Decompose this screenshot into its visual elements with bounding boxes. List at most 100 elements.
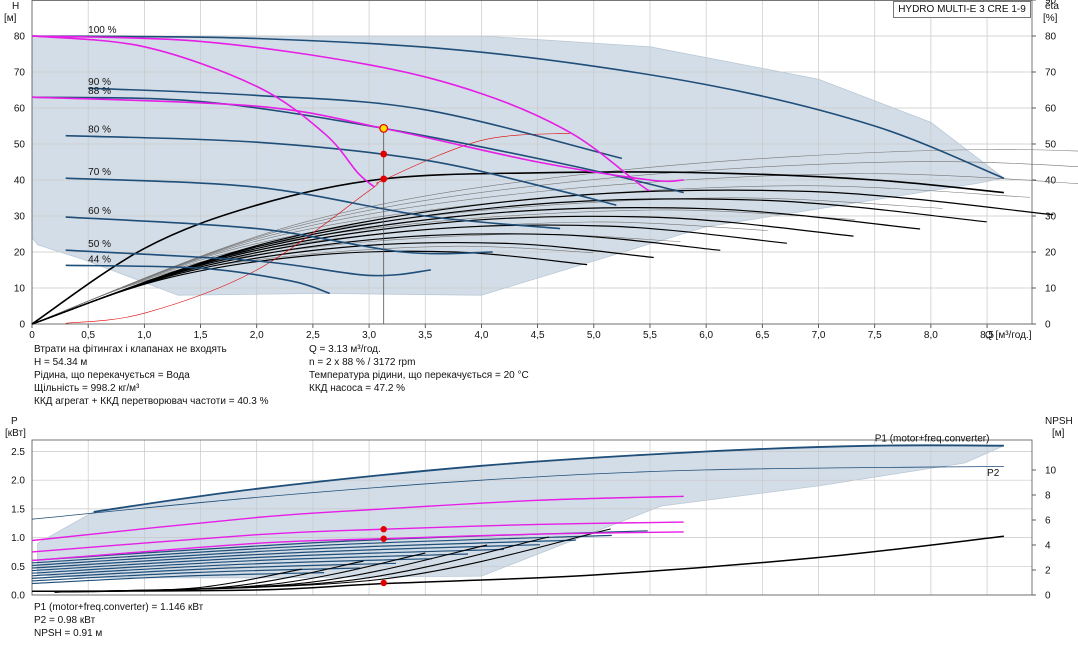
y2-tick-label: 8 xyxy=(1045,491,1051,502)
info-line: Втрати на фітингах і клапанах не входять xyxy=(34,344,227,355)
x-tick-label: 7,0 xyxy=(812,330,826,341)
speed-curve xyxy=(65,249,431,277)
y-tick-label: 70 xyxy=(14,68,26,79)
info-line: P2 = 0.98 кВт xyxy=(34,615,96,626)
y2-tick-label: 6 xyxy=(1045,516,1051,527)
y-tick-label: 0 xyxy=(19,320,25,331)
info-line: ККД насоса = 47.2 % xyxy=(309,383,406,394)
y2-tick-label: 4 xyxy=(1045,541,1051,552)
chart-title: HYDRO MULTI-E 3 CRE 1-9 xyxy=(893,1,1031,18)
head-plot: 0 0,5 1,0 1,5 2,0 2,5 3,0 3,5 4,0 4,5 5,0 5,5 6,0 6,5… xyxy=(14,0,1078,341)
x-tick-label: 0,5 xyxy=(81,330,95,341)
speed-curve-label: 88 % xyxy=(88,86,111,97)
x-axis-label: Q [м³/год.] xyxy=(985,330,1032,341)
bottom-y2-axis-title: NPSH xyxy=(1045,416,1073,427)
x-tick-label: 6,5 xyxy=(755,330,769,341)
top-y-axis-unit: [м] xyxy=(4,13,17,24)
speed-curve xyxy=(65,134,617,206)
power-plot: 0.0 0.5 1.0 1.5 2.0 2.5 0 2 4 6 8 10 P1 (motor+freq.… xyxy=(11,434,1056,602)
x-tick-label: 6,0 xyxy=(699,330,713,341)
y2-tick-label: 30 xyxy=(1045,212,1057,223)
speed-curve xyxy=(65,216,493,255)
power-curve xyxy=(31,572,325,585)
y2-tick-label: 60 xyxy=(1045,104,1057,115)
magenta-curve xyxy=(31,96,684,183)
info-line: NPSH = 0.91 м xyxy=(34,628,103,639)
system-curve xyxy=(65,132,572,324)
power-curve xyxy=(31,562,397,579)
npsh-curve xyxy=(31,535,1004,593)
y-tick-label: 1.0 xyxy=(11,533,25,544)
speed-curve xyxy=(65,264,331,295)
y2-tick-label: 90 xyxy=(1045,0,1057,7)
speed-curve-label: 70 % xyxy=(88,167,111,178)
info-line: Рідина, що перекачується = Вода xyxy=(34,370,190,381)
efficiency-curve-main xyxy=(31,171,1004,325)
y2-tick-label: 0 xyxy=(1045,320,1051,331)
p2-label: P2 xyxy=(987,468,1000,479)
y2-tick-label: 20 xyxy=(1045,248,1057,259)
info-line: Q = 3.13 м³/год. xyxy=(309,344,381,355)
info-line: n = 2 x 88 % / 3172 rpm xyxy=(309,357,416,368)
y-tick-label: 0.5 xyxy=(11,562,25,573)
top-y2-axis-unit: [%] xyxy=(1043,13,1058,24)
duty-point xyxy=(379,123,389,133)
speed-curve xyxy=(88,87,623,160)
y2-tick-label: 80 xyxy=(1045,32,1057,43)
red-point xyxy=(380,175,388,183)
x-tick-label: 5,5 xyxy=(643,330,657,341)
speed-curve-label: 90 % xyxy=(88,77,111,88)
magenta-curve xyxy=(31,35,376,188)
y-tick-label: 50 xyxy=(14,140,26,151)
x-tick-label: 0 xyxy=(29,330,35,341)
power-curve xyxy=(31,548,504,572)
top-y2-axis-title: eta xyxy=(1045,1,1059,12)
speed-curve-label: 100 % xyxy=(88,25,116,36)
speed-curve-label: 44 % xyxy=(88,254,111,265)
efficiency-curve-thin xyxy=(31,209,856,325)
red-point xyxy=(380,150,388,158)
x-tick-label: 8,5 xyxy=(980,330,994,341)
speed-curve-label: 80 % xyxy=(88,125,111,136)
power-curve xyxy=(31,534,612,564)
y-tick-label: 2.5 xyxy=(11,447,25,458)
speed-curve xyxy=(31,35,1005,179)
p2-curve xyxy=(31,466,1004,520)
y2-tick-label: 70 xyxy=(1045,68,1057,79)
info-line: P1 (motor+freq.converter) = 1.146 кВт xyxy=(34,602,204,613)
y2-tick-label: 50 xyxy=(1045,140,1057,151)
info-line: H = 54.34 м xyxy=(34,357,88,368)
bottom-y-axis-unit: [кВт] xyxy=(5,428,26,439)
y2-tick-label: 10 xyxy=(1045,466,1057,477)
efficiency-curve-thin xyxy=(31,161,1078,325)
p1-curve xyxy=(93,444,1004,513)
y-tick-label: 20 xyxy=(14,248,26,259)
info-line: ККД агрегат + ККД перетворювач частоти =… xyxy=(34,396,269,407)
efficiency-curve-thin xyxy=(31,197,943,325)
info-line: Температура рідини, що перекачується = 2… xyxy=(309,370,529,381)
x-tick-label: 3,5 xyxy=(418,330,432,341)
magenta-curve xyxy=(31,35,651,192)
y-tick-label: 0.0 xyxy=(11,591,25,602)
red-point xyxy=(380,535,387,542)
x-tick-label: 1,5 xyxy=(194,330,208,341)
x-tick-label: 2,0 xyxy=(250,330,264,341)
power-curve xyxy=(31,558,433,577)
x-tick-label: 1,0 xyxy=(137,330,151,341)
bottom-y-axis-title: P xyxy=(11,416,18,427)
speed-curve xyxy=(65,177,561,230)
red-point xyxy=(380,526,387,533)
y-tick-label: 80 xyxy=(14,32,26,43)
y2-tick-label: 40 xyxy=(1045,176,1057,187)
magenta-power-curve xyxy=(31,495,684,542)
x-tick-label: 5,0 xyxy=(587,330,601,341)
p1-label: P1 (motor+freq.converter) xyxy=(875,434,990,445)
x-tick-label: 4,0 xyxy=(474,330,488,341)
power-area xyxy=(37,445,1005,579)
y-tick-label: 30 xyxy=(14,212,26,223)
top-plot-frame xyxy=(31,0,1033,325)
x-tick-label: 7,5 xyxy=(868,330,882,341)
y2-tick-label: 2 xyxy=(1045,566,1051,577)
y-tick-label: 40 xyxy=(14,176,26,187)
